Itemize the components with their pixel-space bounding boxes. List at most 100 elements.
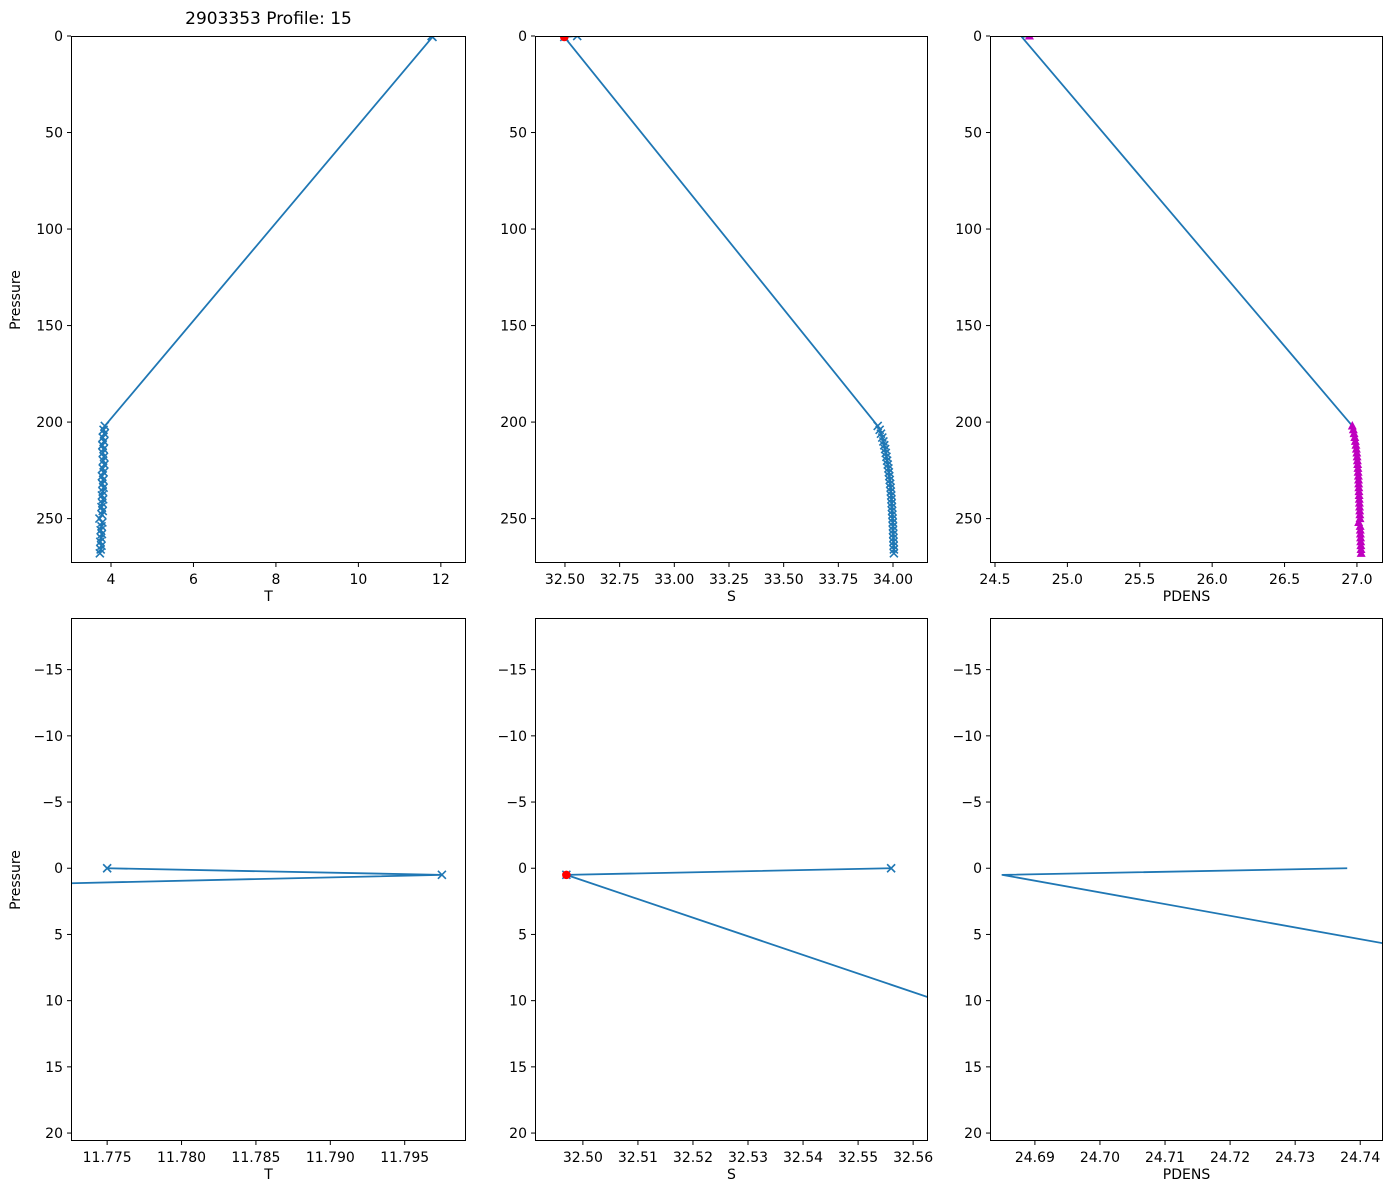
svg-text:15: 15 <box>509 1060 527 1076</box>
y-axis-label-bottom: Pressure <box>8 850 24 910</box>
subplot-pdens-zoom: 24.69 24.70 24.71 24.72 24.73 24.74 −15 −10 −5 0 5… <box>952 618 1383 1166</box>
x-axis-label: T <box>264 1167 273 1183</box>
svg-text:5: 5 <box>973 927 982 943</box>
svg-text:200: 200 <box>500 415 527 431</box>
axes-canvas: 11.775 11.780 11.785 11.790 11.795 −15 −10 −5 0 5… <box>33 618 466 1166</box>
axes-canvas: 32.50 32.75 33.00 33.25 33.50 33.75 34.00 0 50 10… <box>500 29 928 588</box>
axes-canvas: 4 6 8 10 12 0 50 100 150 200 250 <box>36 29 466 588</box>
svg-text:−10: −10 <box>497 729 527 745</box>
svg-text:10: 10 <box>964 994 982 1010</box>
axes-canvas: 24.5 25.0 25.5 26.0 26.5 27.0 0 50 100 150 200 250 <box>955 29 1383 588</box>
svg-text:50: 50 <box>964 126 982 142</box>
plot-title: 2903353 Profile: 15 <box>185 9 352 29</box>
svg-text:200: 200 <box>955 415 982 431</box>
svg-text:5: 5 <box>518 927 527 943</box>
svg-text:0: 0 <box>54 29 63 45</box>
svg-text:32.51: 32.51 <box>618 1150 658 1166</box>
svg-text:15: 15 <box>964 1060 982 1076</box>
svg-text:24.70: 24.70 <box>1080 1150 1120 1166</box>
svg-text:27.0: 27.0 <box>1341 572 1372 588</box>
svg-text:150: 150 <box>36 319 63 335</box>
svg-text:24.72: 24.72 <box>1210 1150 1250 1166</box>
svg-text:50: 50 <box>509 126 527 142</box>
svg-text:11.785: 11.785 <box>231 1150 280 1166</box>
y-axis-label-top: Pressure <box>8 270 24 330</box>
svg-text:−15: −15 <box>952 663 982 679</box>
x-axis-label: PDENS <box>1162 1167 1211 1183</box>
svg-text:32.54: 32.54 <box>783 1150 823 1166</box>
svg-text:−15: −15 <box>497 663 527 679</box>
svg-text:50: 50 <box>45 126 63 142</box>
svg-text:0: 0 <box>54 861 63 877</box>
svg-text:11.795: 11.795 <box>380 1150 429 1166</box>
svg-text:15: 15 <box>45 1060 63 1076</box>
subplot-salinity-full: 32.50 32.75 33.00 33.25 33.50 33.75 34.00 0 50 10… <box>500 29 928 588</box>
svg-text:25.0: 25.0 <box>1052 572 1083 588</box>
svg-text:20: 20 <box>509 1126 527 1142</box>
svg-text:100: 100 <box>500 222 527 238</box>
axes-canvas: 32.50 32.51 32.52 32.53 32.54 32.55 32.56 −15 −1… <box>497 618 933 1166</box>
svg-text:33.75: 33.75 <box>818 572 858 588</box>
axes-canvas: 24.69 24.70 24.71 24.72 24.73 24.74 −15 −10 −5 0 5… <box>952 618 1383 1166</box>
svg-text:10: 10 <box>509 994 527 1010</box>
subplot-temperature-full: 4 6 8 10 12 0 50 100 150 200 250 <box>36 29 466 588</box>
svg-text:32.75: 32.75 <box>600 572 640 588</box>
svg-text:200: 200 <box>36 415 63 431</box>
svg-text:34.00: 34.00 <box>873 572 913 588</box>
svg-text:32.53: 32.53 <box>728 1150 768 1166</box>
svg-text:33.25: 33.25 <box>709 572 749 588</box>
svg-text:24.73: 24.73 <box>1275 1150 1315 1166</box>
svg-text:10: 10 <box>45 994 63 1010</box>
x-axis-label: PDENS <box>1162 589 1211 605</box>
svg-text:0: 0 <box>973 29 982 45</box>
subplot-pdens-full: 24.5 25.0 25.5 26.0 26.5 27.0 0 50 100 150 200 250 <box>955 29 1383 588</box>
svg-text:150: 150 <box>955 319 982 335</box>
svg-text:20: 20 <box>45 1126 63 1142</box>
svg-text:12: 12 <box>432 572 450 588</box>
svg-text:25.5: 25.5 <box>1124 572 1155 588</box>
x-axis-label: S <box>727 1167 736 1183</box>
svg-text:−10: −10 <box>33 729 63 745</box>
svg-text:6: 6 <box>189 572 198 588</box>
svg-text:−5: −5 <box>506 795 527 811</box>
svg-text:0: 0 <box>973 861 982 877</box>
svg-text:33.50: 33.50 <box>764 572 804 588</box>
svg-text:100: 100 <box>36 222 63 238</box>
svg-text:5: 5 <box>54 927 63 943</box>
svg-text:26.0: 26.0 <box>1197 572 1228 588</box>
svg-text:100: 100 <box>955 222 982 238</box>
svg-text:250: 250 <box>36 512 63 528</box>
svg-text:250: 250 <box>955 512 982 528</box>
svg-text:0: 0 <box>518 29 527 45</box>
svg-text:150: 150 <box>500 319 527 335</box>
subplot-temperature-zoom: 11.775 11.780 11.785 11.790 11.795 −15 −10 −5 0 5… <box>33 618 466 1166</box>
svg-text:32.52: 32.52 <box>673 1150 713 1166</box>
svg-text:11.790: 11.790 <box>306 1150 355 1166</box>
svg-text:24.5: 24.5 <box>979 572 1010 588</box>
svg-text:32.56: 32.56 <box>893 1150 933 1166</box>
svg-text:20: 20 <box>964 1126 982 1142</box>
svg-text:24.69: 24.69 <box>1015 1150 1055 1166</box>
svg-text:250: 250 <box>500 512 527 528</box>
svg-text:24.74: 24.74 <box>1340 1150 1380 1166</box>
svg-text:8: 8 <box>271 572 280 588</box>
subplot-salinity-zoom: 32.50 32.51 32.52 32.53 32.54 32.55 32.56 −15 −1… <box>497 618 933 1166</box>
svg-text:32.50: 32.50 <box>545 572 585 588</box>
x-axis-label: S <box>727 589 736 605</box>
svg-text:4: 4 <box>107 572 116 588</box>
svg-text:−10: −10 <box>952 729 982 745</box>
x-axis-label: T <box>264 589 273 605</box>
svg-text:−5: −5 <box>961 795 982 811</box>
svg-text:33.00: 33.00 <box>654 572 694 588</box>
svg-text:11.775: 11.775 <box>83 1150 132 1166</box>
svg-text:−5: −5 <box>42 795 63 811</box>
svg-text:26.5: 26.5 <box>1269 572 1300 588</box>
svg-text:−15: −15 <box>33 663 63 679</box>
svg-text:11.780: 11.780 <box>157 1150 206 1166</box>
svg-text:0: 0 <box>518 861 527 877</box>
svg-text:32.50: 32.50 <box>563 1150 603 1166</box>
svg-text:32.55: 32.55 <box>838 1150 878 1166</box>
svg-text:10: 10 <box>349 572 367 588</box>
svg-text:24.71: 24.71 <box>1145 1150 1185 1166</box>
